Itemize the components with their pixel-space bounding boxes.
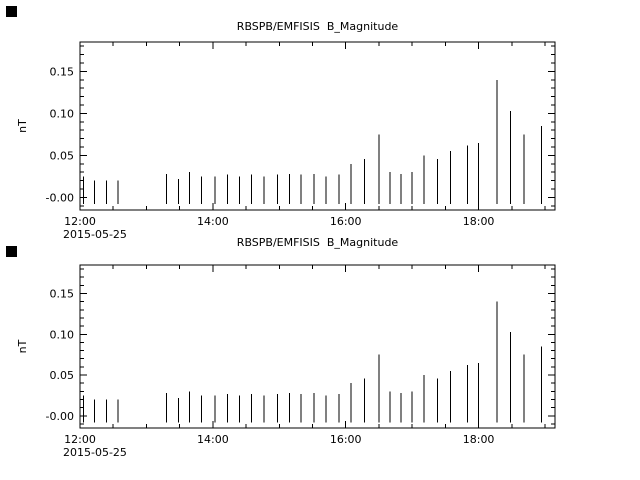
- x-axis-ticks: [79, 42, 546, 210]
- x-tick-label: 16:00: [330, 215, 362, 228]
- plot-frame: [79, 41, 556, 211]
- y-tick-label: 0.10: [50, 107, 75, 120]
- y-axis-label: nT: [16, 119, 29, 133]
- x-axis-ticks: [79, 265, 546, 428]
- x-tick-label: 14:00: [197, 433, 229, 446]
- x-tick-label: 18:00: [463, 215, 495, 228]
- y-axis-label: nT: [16, 339, 29, 353]
- data-spikes: [82, 79, 543, 205]
- x-tick-label: 12:00: [64, 433, 96, 446]
- black-square-marker-middle: [6, 246, 17, 257]
- plot-frame: [79, 264, 556, 429]
- y-tick-label: -0.00: [46, 191, 74, 204]
- b-magnitude-chart-bottom: RBSPB/EMFISIS B_Magnitude 12:00 14:00 16:00…: [16, 238, 556, 459]
- y-tick-label: 0.15: [50, 288, 75, 301]
- b-magnitude-chart-top: RBSPB/EMFISIS B_Magnitude 12:00 14:00 16:00…: [16, 20, 556, 240]
- y-tick-label: 0.05: [50, 369, 75, 382]
- x-tick-label: 12:00: [64, 215, 96, 228]
- chart-title: RBSPB/EMFISIS B_Magnitude: [237, 20, 399, 33]
- date-label: 2015-05-25: [63, 228, 127, 240]
- data-spikes: [82, 301, 543, 423]
- y-tick-label: 0.10: [50, 328, 75, 341]
- x-tick-label: 16:00: [330, 433, 362, 446]
- x-tick-label: 14:00: [197, 215, 229, 228]
- y-tick-label: 0.05: [50, 149, 75, 162]
- y-tick-label: -0.00: [46, 410, 74, 423]
- y-tick-label: 0.15: [50, 65, 75, 78]
- black-square-marker-top: [6, 6, 17, 17]
- date-label: 2015-05-25: [63, 446, 127, 459]
- y-axis-ticks: [80, 45, 555, 207]
- y-axis-ticks: [80, 268, 555, 425]
- chart-title: RBSPB/EMFISIS B_Magnitude: [237, 238, 399, 249]
- x-tick-label: 18:00: [463, 433, 495, 446]
